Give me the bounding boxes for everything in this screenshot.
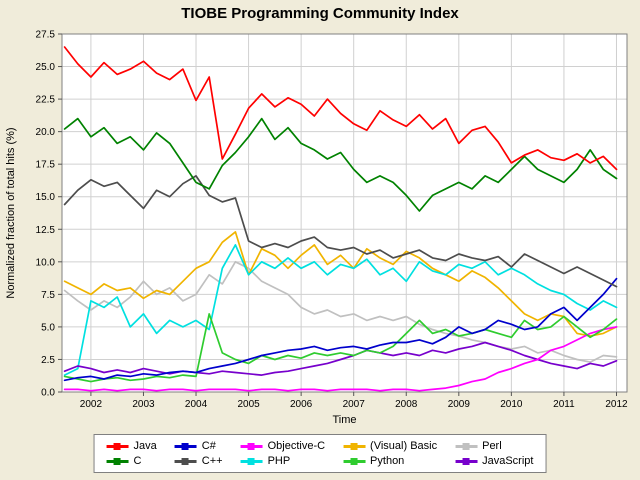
svg-text:2011: 2011 bbox=[553, 399, 575, 410]
svg-text:17.5: 17.5 bbox=[36, 160, 56, 171]
legend-swatch-c bbox=[106, 457, 129, 465]
legend-label-visual-basic: (Visual) Basic bbox=[370, 440, 438, 452]
svg-text:22.5: 22.5 bbox=[36, 95, 56, 106]
legend-item-javascript: JavaScript bbox=[455, 455, 533, 467]
legend-label-python: Python bbox=[370, 455, 405, 467]
legend-swatch-python bbox=[343, 457, 366, 465]
chart-title: TIOBE Programming Community Index bbox=[181, 5, 459, 22]
svg-text:Time: Time bbox=[332, 414, 356, 426]
series-line-javascript bbox=[63, 341, 618, 376]
legend-item-c: C++ bbox=[174, 455, 223, 467]
tiobe-line-chart: 2002 2003 2004 2005 2006 2007 2008 2009 2010 2011… bbox=[5, 30, 628, 427]
legend-label-c: C bbox=[133, 455, 142, 467]
svg-text:2008: 2008 bbox=[395, 399, 418, 410]
svg-text:2007: 2007 bbox=[343, 399, 366, 410]
series-line-c bbox=[63, 117, 618, 212]
legend-swatch-javascript bbox=[455, 457, 478, 465]
svg-text:2004: 2004 bbox=[185, 399, 208, 410]
legend-swatch-objective-c bbox=[240, 442, 263, 450]
chart-legend: Java C# Objective-C (Visual) Basic Perl C C++ P… bbox=[93, 434, 547, 473]
svg-text:2002: 2002 bbox=[80, 399, 103, 410]
legend-swatch-java bbox=[106, 442, 129, 450]
legend-item-php: PHP bbox=[240, 455, 325, 467]
svg-text:27.5: 27.5 bbox=[36, 30, 56, 41]
svg-text:12.5: 12.5 bbox=[36, 225, 56, 236]
svg-text:2012: 2012 bbox=[605, 399, 628, 410]
legend-swatch-visual-basic bbox=[343, 442, 366, 450]
series-line-perl bbox=[63, 260, 618, 363]
svg-text:20.0: 20.0 bbox=[36, 127, 56, 138]
legend-label-c: C# bbox=[201, 440, 216, 452]
legend-item-java: Java bbox=[106, 440, 157, 452]
series-line-php bbox=[63, 244, 618, 376]
svg-text:15.0: 15.0 bbox=[36, 192, 56, 203]
legend-label-java: Java bbox=[133, 440, 157, 452]
legend-item-c: C bbox=[106, 455, 157, 467]
legend-item-visual-basic: (Visual) Basic bbox=[343, 440, 437, 452]
legend-item-python: Python bbox=[343, 455, 437, 467]
legend-label-perl: Perl bbox=[482, 440, 502, 452]
legend-swatch-c bbox=[174, 457, 197, 465]
legend-label-javascript: JavaScript bbox=[482, 455, 534, 467]
series-line-c bbox=[63, 175, 618, 288]
legend-item-c: C# bbox=[174, 440, 223, 452]
legend-item-objective-c: Objective-C bbox=[240, 440, 326, 452]
svg-text:2.5: 2.5 bbox=[41, 355, 55, 366]
svg-text:10.0: 10.0 bbox=[36, 257, 56, 268]
legend-swatch-perl bbox=[455, 442, 478, 450]
legend-swatch-c bbox=[174, 442, 197, 450]
series-line-objective-c bbox=[63, 326, 618, 392]
svg-text:0.0: 0.0 bbox=[41, 388, 55, 399]
series-line-visual-basic bbox=[63, 231, 618, 337]
svg-text:2003: 2003 bbox=[132, 399, 155, 410]
series-line-java bbox=[63, 46, 618, 171]
legend-label-c: C++ bbox=[201, 455, 223, 467]
series-line-python bbox=[63, 313, 618, 383]
series-line-c bbox=[63, 277, 618, 382]
legend-label-php: PHP bbox=[267, 455, 291, 467]
svg-text:2005: 2005 bbox=[237, 399, 260, 410]
legend-swatch-php bbox=[240, 457, 263, 465]
svg-text:25.0: 25.0 bbox=[36, 62, 56, 73]
svg-text:Normalized fraction of total h: Normalized fraction of total hits (%) bbox=[5, 127, 17, 298]
svg-text:2006: 2006 bbox=[290, 399, 313, 410]
svg-text:7.5: 7.5 bbox=[41, 290, 55, 301]
legend-label-objective-c: Objective-C bbox=[267, 440, 326, 452]
svg-text:2010: 2010 bbox=[500, 399, 523, 410]
svg-text:5.0: 5.0 bbox=[41, 322, 55, 333]
svg-text:2009: 2009 bbox=[448, 399, 471, 410]
legend-item-perl: Perl bbox=[455, 440, 533, 452]
